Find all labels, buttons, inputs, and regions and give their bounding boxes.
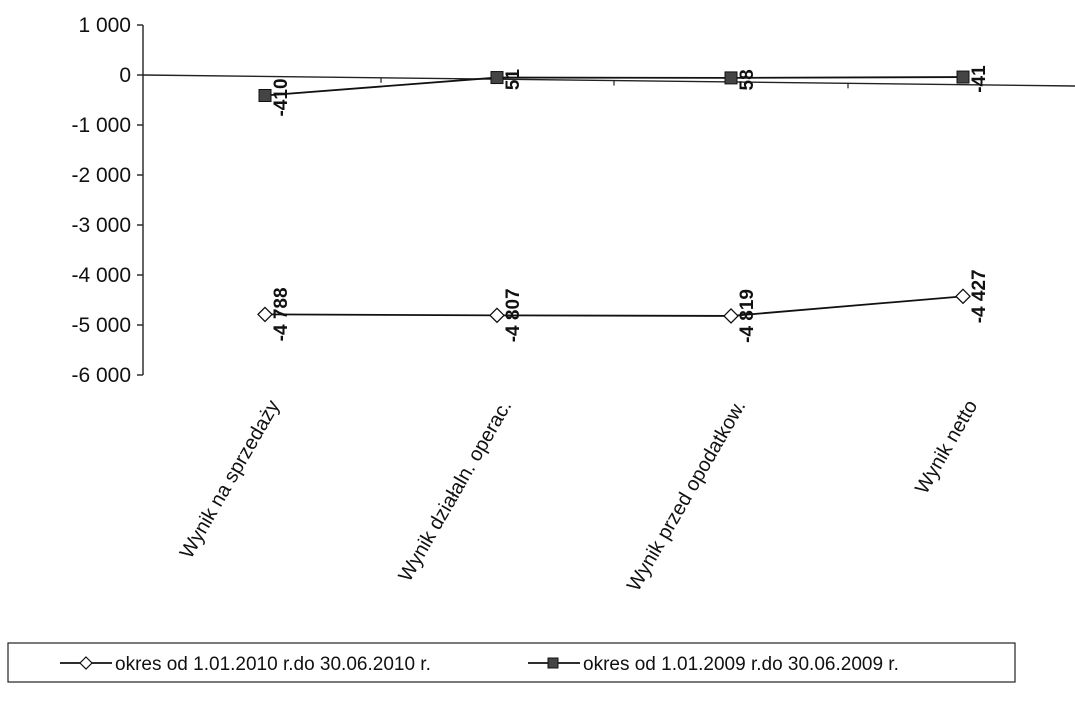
x-axis-line xyxy=(142,74,1075,87)
point-marker-square xyxy=(956,70,970,84)
data-label: -41 xyxy=(969,65,990,93)
data-label: -4 427 xyxy=(969,269,990,323)
series-line xyxy=(264,76,964,97)
series-layer xyxy=(257,70,971,324)
legend-marker-diamond xyxy=(79,656,93,670)
category-label: Wynik przed opodatkow. xyxy=(623,397,750,596)
y-axis: 1 000 0 -1 000 -2 000 -3 000 -4 000 -5 000 -6 0… xyxy=(71,14,144,387)
y-tick-label: 0 xyxy=(119,64,131,87)
legend-marker-square xyxy=(547,657,559,669)
data-label: -4 788 xyxy=(271,287,292,341)
point-marker-square xyxy=(258,89,272,102)
y-tick-label: -4 000 xyxy=(71,264,131,287)
point-marker-diamond xyxy=(257,306,273,323)
y-tick-label: -1 000 xyxy=(71,114,131,137)
y-tick-label: -3 000 xyxy=(71,214,131,237)
point-marker-square xyxy=(490,71,504,85)
y-tick-label: 1 000 xyxy=(78,14,131,37)
point-marker-diamond xyxy=(723,308,739,324)
point-marker-square xyxy=(724,71,738,85)
data-label: -410 xyxy=(271,78,292,116)
point-marker-diamond xyxy=(955,288,971,305)
legend-label: okres od 1.01.2010 r.do 30.06.2010 r. xyxy=(115,654,431,675)
category-label: Wynik netto xyxy=(911,397,982,498)
y-tick-label: -5 000 xyxy=(71,314,131,337)
category-label: Wynik działaln. operac. xyxy=(395,397,517,586)
legend-label: okres od 1.01.2009 r.do 30.06.2009 r. xyxy=(583,654,899,675)
data-labels: -4 788 -4 807 -4 819 -4 427 -410 51 58 -41 xyxy=(271,65,990,343)
data-label: -4 819 xyxy=(737,289,758,343)
series-line xyxy=(264,295,964,317)
point-marker-diamond xyxy=(489,307,505,324)
data-label: 58 xyxy=(737,69,758,90)
data-label: 51 xyxy=(503,69,524,91)
y-tick-label: -2 000 xyxy=(71,164,131,187)
data-label: -4 807 xyxy=(503,288,524,342)
legend-box xyxy=(7,642,1016,683)
y-tick-label: -6 000 xyxy=(71,364,131,387)
legend: okres od 1.01.2010 r.do 30.06.2010 r. okr… xyxy=(7,642,1016,683)
category-label: Wynik na sprzedaży xyxy=(176,397,284,563)
